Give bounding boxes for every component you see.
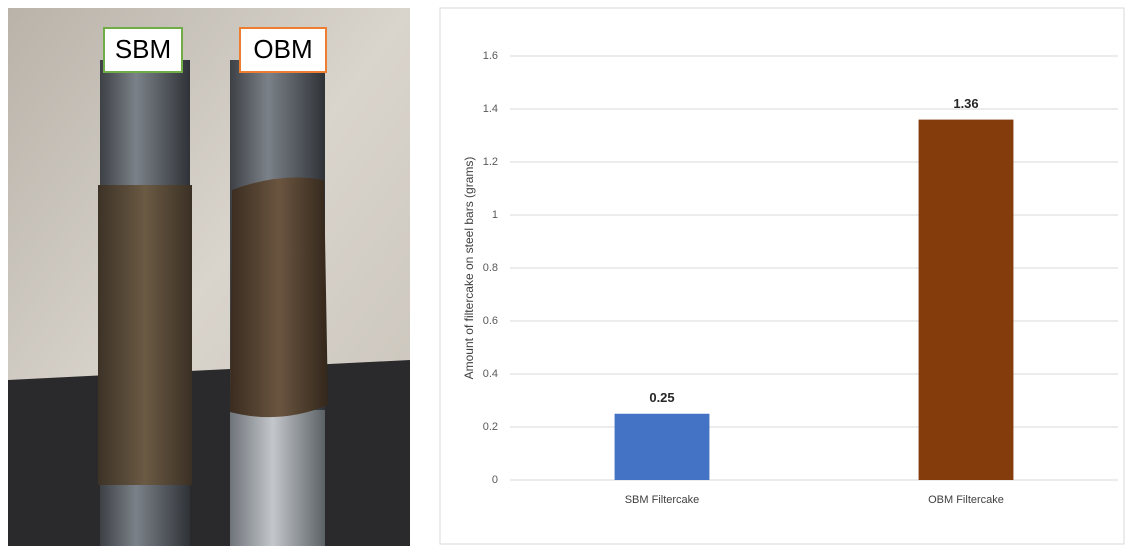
y-tick-label: 0 (492, 474, 498, 486)
y-tick-label: 1.4 (483, 103, 498, 115)
x-tick-label: OBM Filtercake (928, 494, 1004, 506)
y-tick-label: 0.4 (483, 368, 498, 380)
y-tick-label: 1 (492, 209, 498, 221)
photo: SBM OBM (8, 8, 410, 546)
bar (615, 414, 710, 480)
photo-dark-cloth (8, 360, 410, 546)
sbm-filtercake (98, 185, 192, 485)
value-label: 0.25 (649, 390, 674, 405)
obm-filtercake (230, 178, 328, 418)
photo-label: SBM (115, 34, 171, 64)
photo-label: OBM (253, 34, 312, 64)
value-label: 1.36 (953, 96, 978, 111)
y-tick-label: 0.2 (483, 421, 498, 433)
y-tick-label: 0.8 (483, 262, 498, 274)
y-tick-label: 1.6 (483, 50, 498, 62)
x-tick-label: SBM Filtercake (625, 494, 700, 506)
y-tick-label: 1.2 (483, 156, 498, 168)
obm-bar-lower (230, 410, 325, 546)
y-tick-label: 0.6 (483, 315, 498, 327)
chart-frame (440, 8, 1124, 544)
page: SBM OBM Amount of filtercake on steel ba… (0, 0, 1125, 546)
bar (919, 120, 1014, 480)
y-axis-label: Amount of filtercake on steel bars (gram… (462, 157, 476, 380)
